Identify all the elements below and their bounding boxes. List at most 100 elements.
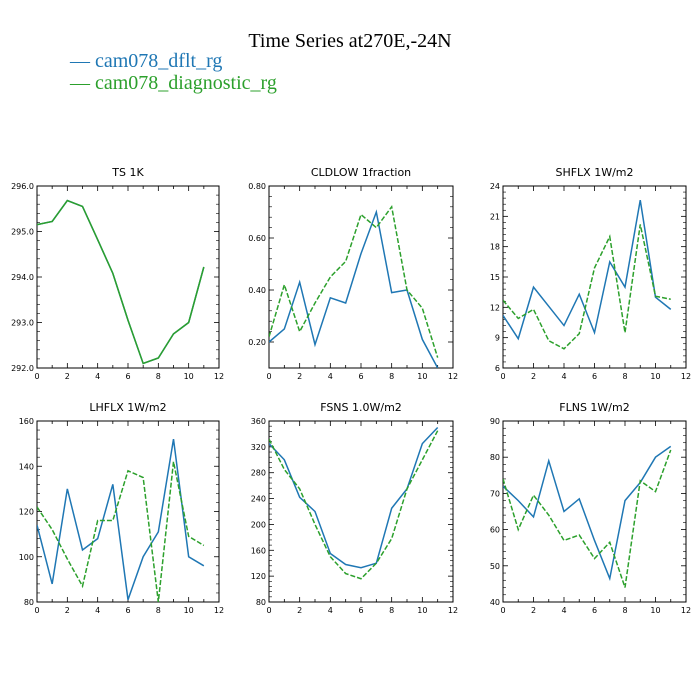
x-tick-label: 12: [681, 372, 691, 381]
x-tick-label: 2: [297, 606, 302, 615]
x-tick-label: 2: [297, 372, 302, 381]
legend-entry-dflt: — cam078_dflt_rg: [70, 50, 223, 72]
chart-title: Time Series at270E,-24N: [248, 30, 452, 52]
plot-frame: [36, 185, 220, 369]
y-tick-label: 15: [490, 273, 500, 282]
y-tick-label: 160: [251, 546, 266, 555]
plot-frame: [502, 185, 687, 369]
series-line-diagnostic: [503, 449, 672, 588]
x-tick-label: 8: [389, 606, 394, 615]
panel-title: LHFLX 1W/m2: [89, 401, 166, 414]
x-tick-label: 0: [266, 372, 271, 381]
y-tick-label: 80: [256, 598, 266, 607]
x-tick-label: 2: [65, 372, 70, 381]
y-tick-label: 24: [490, 182, 500, 191]
x-tick-label: 10: [417, 372, 427, 381]
panel-title: SHFLX 1W/m2: [555, 166, 633, 179]
panel-title: FLNS 1W/m2: [559, 401, 629, 414]
x-tick-label: 6: [125, 372, 130, 381]
panel-2: CLDLOW 1fraction 0 2 4 6 8 10 12 0.20 0.40 0.60 0.8…: [248, 166, 458, 381]
x-tick-label: 10: [417, 606, 427, 615]
y-tick-label: 200: [251, 520, 266, 529]
y-tick-label: 295.0: [11, 228, 34, 237]
y-tick-label: 40: [490, 598, 500, 607]
y-tick-label: 240: [251, 495, 266, 504]
series-line-diagnostic: [37, 461, 205, 602]
x-tick-label: 0: [34, 606, 39, 615]
y-tick-label: 0.60: [248, 234, 266, 243]
y-tick-label: 360: [251, 417, 266, 426]
series-line-dflt: [269, 209, 439, 368]
y-tick-label: 18: [490, 243, 500, 252]
series-line-dflt: [269, 426, 439, 569]
series-line-diagnostic: [37, 199, 205, 365]
y-tick-label: 140: [19, 462, 34, 471]
series-line-dflt: [503, 200, 672, 341]
series-line-dflt: [37, 438, 205, 600]
x-tick-label: 10: [184, 372, 194, 381]
y-tick-label: 0.80: [248, 182, 266, 191]
x-tick-label: 12: [448, 372, 458, 381]
panel-title: TS 1K: [111, 166, 144, 179]
y-tick-label: 9: [495, 334, 500, 343]
x-tick-label: 4: [328, 372, 333, 381]
y-tick-label: 120: [251, 572, 266, 581]
panel-title: CLDLOW 1fraction: [311, 166, 411, 179]
y-tick-label: 0.20: [248, 338, 266, 347]
x-tick-label: 12: [681, 606, 691, 615]
y-tick-label: 296.0: [11, 182, 34, 191]
y-tick-label: 292.0: [11, 364, 34, 373]
x-tick-label: 8: [156, 606, 161, 615]
x-tick-label: 6: [592, 372, 597, 381]
panel-title: FSNS 1.0W/m2: [320, 401, 402, 414]
y-tick-label: 100: [19, 553, 34, 562]
x-tick-label: 10: [650, 372, 660, 381]
x-tick-label: 4: [328, 606, 333, 615]
x-tick-label: 6: [358, 606, 363, 615]
legend-entry-diagnostic: — cam078_diagnostic_rg: [70, 72, 277, 94]
y-tick-label: 70: [490, 489, 500, 498]
y-tick-label: 50: [490, 562, 500, 571]
x-tick-label: 8: [622, 372, 627, 381]
x-tick-label: 4: [95, 372, 100, 381]
x-tick-label: 0: [34, 372, 39, 381]
y-tick-label: 280: [251, 469, 266, 478]
plot-frame: [268, 185, 454, 369]
x-tick-label: 4: [95, 606, 100, 615]
x-tick-label: 12: [214, 606, 224, 615]
y-tick-label: 120: [19, 508, 34, 517]
y-tick-label: 60: [490, 526, 500, 535]
x-tick-label: 10: [184, 606, 194, 615]
x-tick-label: 4: [561, 606, 566, 615]
x-tick-label: 2: [65, 606, 70, 615]
y-tick-label: 0.40: [248, 286, 266, 295]
x-tick-label: 6: [592, 606, 597, 615]
panel-4: LHFLX 1W/m2 0 2 4 6 8 10 12 80 100 120 140 160: [19, 401, 224, 615]
x-tick-label: 10: [650, 606, 660, 615]
x-tick-label: 0: [500, 606, 505, 615]
x-tick-label: 4: [561, 372, 566, 381]
series-line-dflt: [503, 445, 672, 582]
y-tick-label: 294.0: [11, 273, 34, 282]
y-tick-label: 80: [24, 598, 34, 607]
x-tick-label: 12: [214, 372, 224, 381]
plot-frame: [502, 420, 687, 603]
x-tick-label: 2: [531, 372, 536, 381]
x-tick-label: 0: [266, 606, 271, 615]
x-tick-label: 6: [125, 606, 130, 615]
panel-5: FSNS 1.0W/m2 0 2 4 6 8 10 12 80 120 160 200 240 280 32…: [251, 401, 458, 615]
x-tick-label: 8: [156, 372, 161, 381]
x-tick-label: 8: [622, 606, 627, 615]
x-tick-label: 8: [389, 372, 394, 381]
x-tick-label: 0: [500, 372, 505, 381]
y-tick-label: 6: [495, 364, 500, 373]
y-tick-label: 12: [490, 303, 500, 312]
y-tick-label: 160: [19, 417, 34, 426]
x-tick-label: 6: [358, 372, 363, 381]
y-tick-label: 21: [490, 212, 500, 221]
y-tick-label: 90: [490, 417, 500, 426]
series-line-dflt: [37, 199, 205, 365]
series-line-diagnostic: [269, 430, 439, 580]
